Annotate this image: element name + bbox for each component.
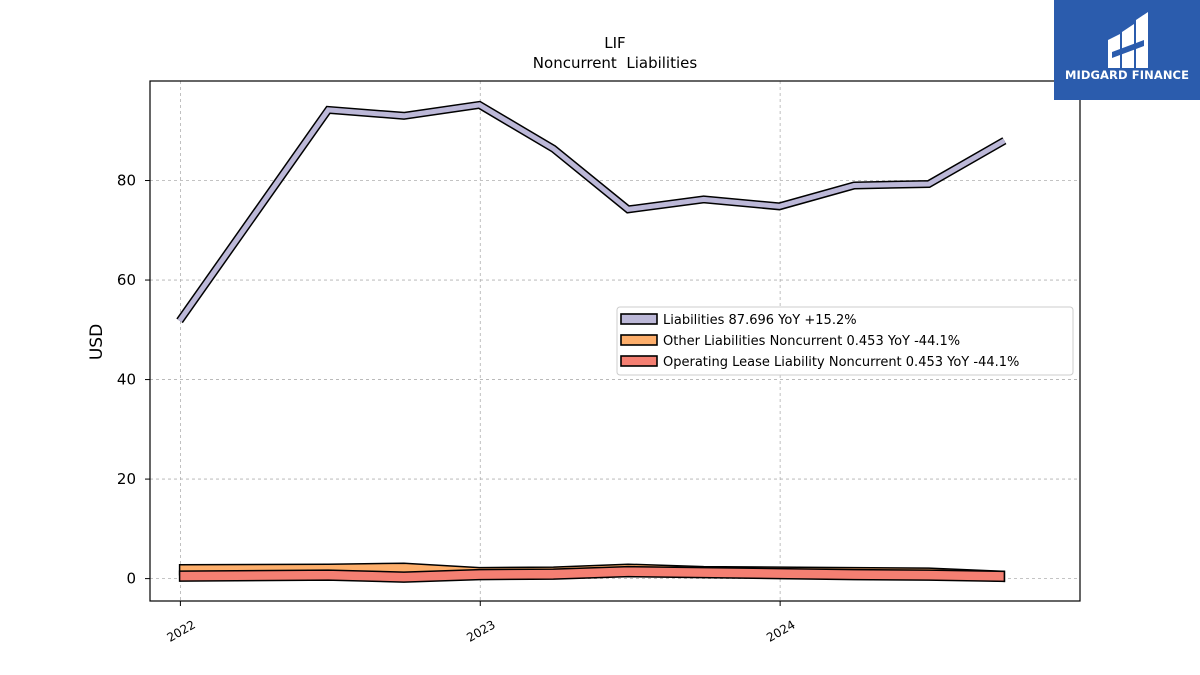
chart-title: LIF (604, 34, 625, 52)
chart-subtitle: Noncurrent Liabilities (533, 54, 698, 72)
y-tick-label: 80 (117, 172, 136, 190)
series-area-3 (178, 565, 1006, 583)
series-line (177, 102, 1006, 323)
area-series (178, 562, 1006, 583)
x-tick-label: 2024 (764, 617, 797, 644)
logo-mark-icon (1108, 12, 1148, 68)
y-tick-label: 0 (126, 570, 136, 588)
y-tick-label: 60 (117, 271, 136, 289)
brand-logo: MIDGARD FINANCE (1054, 0, 1200, 100)
x-tick-label: 2023 (464, 617, 497, 644)
logo-text: MIDGARD FINANCE (1064, 68, 1190, 82)
legend-swatch (620, 313, 658, 325)
y-tick-label: 20 (117, 470, 136, 488)
x-tick-label: 2022 (164, 617, 197, 644)
legend-label: Liabilities 87.696 YoY +15.2% (663, 313, 857, 328)
legend-box (616, 306, 1074, 376)
legend: Liabilities 87.696 YoY +15.2% Other Liabi… (616, 306, 1074, 376)
legend-label: Operating Lease Liability Noncurrent 0.4… (663, 355, 1019, 370)
legend-label: Other Liabilities Noncurrent 0.453 YoY -… (663, 334, 960, 349)
plot-frame (149, 80, 1081, 602)
series-line-outline (176, 100, 1007, 324)
legend-swatch (620, 334, 658, 346)
y-tick-label: 40 (117, 371, 136, 389)
y-axis-label: USD (87, 324, 107, 360)
legend-swatch (620, 355, 658, 367)
line-series (176, 100, 1007, 324)
